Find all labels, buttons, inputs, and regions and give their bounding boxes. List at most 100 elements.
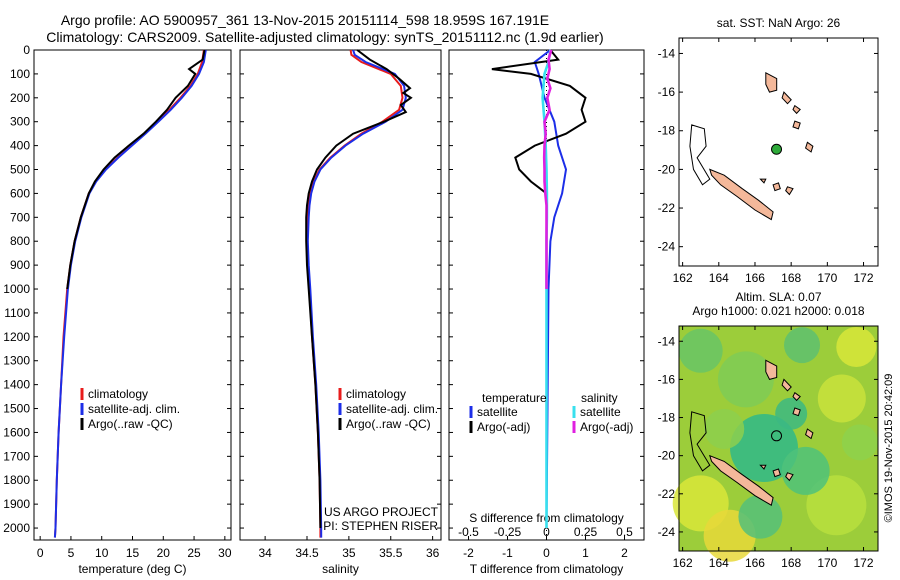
island bbox=[805, 141, 814, 153]
x-tick-label: 25 bbox=[187, 546, 201, 560]
island bbox=[772, 468, 781, 478]
y-tick-label: 200 bbox=[10, 91, 30, 105]
map-y-tick-label: -20 bbox=[658, 162, 676, 176]
map-y-tick-label: -14 bbox=[658, 334, 676, 348]
sla-anomaly-patch bbox=[836, 326, 877, 367]
top-tick-label: -0.25 bbox=[494, 525, 522, 539]
map-x-tick-label: 164 bbox=[709, 271, 729, 285]
map-y-tick-label: -18 bbox=[658, 411, 676, 425]
map-y-tick-label: -24 bbox=[658, 240, 676, 254]
reef-outline bbox=[689, 124, 711, 186]
legend-label: satellite bbox=[477, 405, 518, 419]
island bbox=[792, 104, 801, 115]
y-tick-label: 1200 bbox=[3, 330, 30, 344]
sst-map-title: sat. SST: NaN Argo: 26 bbox=[717, 16, 841, 30]
map-x-tick-label: 168 bbox=[781, 271, 801, 285]
legend-label: Argo(-adj) bbox=[477, 420, 530, 434]
map-y-tick-label: -24 bbox=[658, 525, 676, 539]
series-line bbox=[542, 49, 553, 289]
x-tick-label: 10 bbox=[95, 546, 109, 560]
y-tick-label: 1700 bbox=[3, 449, 30, 463]
x-tick-label: -2 bbox=[463, 546, 474, 560]
y-tick-label: 900 bbox=[10, 258, 30, 272]
project-annotation: US ARGO PROJECT bbox=[324, 505, 439, 519]
y-tick-label: 600 bbox=[10, 186, 30, 200]
island bbox=[792, 391, 801, 402]
y-tick-label: 1500 bbox=[3, 402, 30, 416]
map-x-tick-label: 170 bbox=[817, 271, 837, 285]
island bbox=[785, 186, 794, 196]
series-line bbox=[305, 49, 413, 529]
sla-anomaly-patch bbox=[841, 424, 878, 461]
island bbox=[765, 71, 778, 93]
top-tick-label: -0.5 bbox=[458, 525, 479, 539]
sla-anomaly-patch bbox=[730, 414, 799, 483]
x-tick-label: 5 bbox=[68, 546, 75, 560]
reef-outline bbox=[689, 411, 711, 472]
argo-float-marker bbox=[771, 430, 783, 442]
sla-anomaly-patch bbox=[781, 446, 830, 495]
x-tick-label: 15 bbox=[126, 546, 140, 560]
series-line bbox=[533, 49, 568, 529]
legend-header: temperature bbox=[482, 391, 547, 405]
island bbox=[765, 359, 778, 380]
legend-label: satellite bbox=[580, 405, 621, 419]
x-axis-label: temperature (deg C) bbox=[78, 562, 186, 576]
map-x-tick-label: 166 bbox=[745, 271, 765, 285]
top-tick-label: 0.5 bbox=[616, 525, 633, 539]
sla-anomaly-patch bbox=[775, 397, 808, 430]
legend-label: satellite-adj. clim. bbox=[346, 402, 438, 416]
series-line bbox=[53, 49, 205, 538]
map-x-tick-label: 162 bbox=[673, 271, 693, 285]
sla-anomaly-patch bbox=[678, 328, 723, 373]
island bbox=[759, 464, 767, 470]
imos-credit: ©IMOS 19-Nov-2015 20:42:09 bbox=[883, 374, 895, 523]
island bbox=[709, 454, 774, 506]
top-tick-label: 0.25 bbox=[574, 525, 598, 539]
x-tick-label: 0 bbox=[543, 546, 550, 560]
series-line bbox=[53, 49, 207, 538]
map-y-tick-label: -22 bbox=[658, 487, 676, 501]
map-x-tick-label: 170 bbox=[817, 556, 837, 570]
island bbox=[709, 168, 774, 221]
sla-anomaly-patch bbox=[817, 374, 866, 423]
map-x-tick-label: 168 bbox=[781, 556, 801, 570]
x-axis-label: salinity bbox=[322, 562, 359, 576]
series-line bbox=[66, 49, 206, 290]
y-tick-label: 1800 bbox=[3, 473, 30, 487]
map-y-tick-label: -14 bbox=[658, 46, 676, 60]
y-tick-label: 300 bbox=[10, 115, 30, 129]
x-tick-label: 34 bbox=[258, 546, 272, 560]
island bbox=[792, 120, 801, 130]
map-x-tick-label: 164 bbox=[709, 556, 729, 570]
legend-label: satellite-adj. clim. bbox=[88, 402, 180, 416]
sla-anomaly-patch bbox=[738, 494, 783, 539]
series-line bbox=[305, 49, 404, 538]
legend-header: salinity bbox=[581, 391, 618, 405]
y-tick-label: 500 bbox=[10, 163, 30, 177]
y-tick-label: 0 bbox=[23, 43, 30, 57]
panel-frame-temperature bbox=[33, 49, 232, 541]
y-tick-label: 1400 bbox=[3, 378, 30, 392]
y-tick-label: 800 bbox=[10, 234, 30, 248]
x-tick-label: 35.5 bbox=[379, 546, 403, 560]
x-axis-label: T difference from climatology bbox=[470, 562, 624, 576]
island bbox=[781, 378, 792, 392]
map-frame-sst bbox=[678, 37, 879, 267]
sla-anomaly-patch bbox=[806, 475, 867, 536]
x-tick-label: -1 bbox=[502, 546, 513, 560]
y-tick-label: 1300 bbox=[3, 354, 30, 368]
map-y-tick-label: -18 bbox=[658, 124, 676, 138]
x-tick-label: 30 bbox=[218, 546, 232, 560]
map-x-tick-label: 162 bbox=[673, 556, 693, 570]
y-tick-label: 100 bbox=[10, 67, 30, 81]
y-tick-label: 1100 bbox=[4, 306, 30, 320]
sla-anomaly-patch bbox=[704, 408, 745, 449]
map-x-tick-label: 166 bbox=[745, 556, 765, 570]
island bbox=[785, 472, 794, 482]
title-line-1: Argo profile: AO 5900957_361 13-Nov-2015… bbox=[60, 12, 550, 28]
legend-label: Argo(-adj) bbox=[580, 420, 633, 434]
island bbox=[759, 178, 767, 184]
